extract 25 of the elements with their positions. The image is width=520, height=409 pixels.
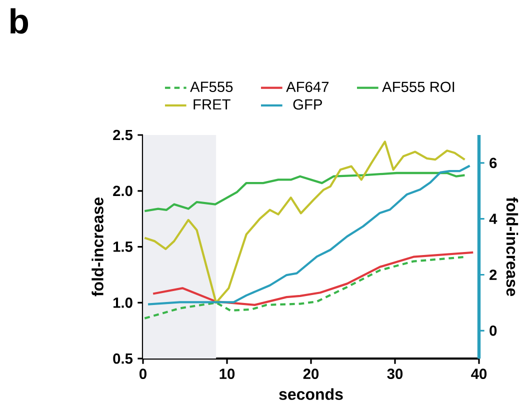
y-tick-label: 1.5 — [113, 242, 133, 252]
y-tick-label: 1.0 — [113, 298, 132, 308]
legend-label: AF555 ROI — [382, 82, 454, 92]
y2-tick-label: 0 — [490, 325, 497, 336]
legend-label: AF647 — [286, 82, 329, 92]
x-tick-label: 10 — [220, 368, 235, 380]
y-tick-label: 2.5 — [113, 130, 133, 140]
y-tick-label: 0.5 — [113, 353, 133, 364]
legend-label: AF555 — [190, 82, 233, 92]
y2-tick-label: 4 — [489, 214, 498, 224]
legend-label: FRET — [194, 99, 230, 110]
line-series — [152, 251, 474, 306]
x-tick-label: 30 — [387, 368, 403, 380]
x-axis-title: seconds — [279, 388, 343, 400]
chart-title: b — [10, 8, 28, 34]
y-tick-label: 2.0 — [113, 186, 132, 196]
y2-tick-label: 2 — [490, 270, 497, 280]
y-axis-title: fold-increase — [92, 198, 104, 296]
line-series — [144, 140, 466, 304]
legend-label: GFP — [293, 99, 322, 110]
x-tick-label: 40 — [471, 368, 487, 380]
x-tick-label: 20 — [303, 368, 319, 380]
y2-axis-title: fold-increase — [506, 197, 518, 296]
y2-tick-label: 6 — [490, 158, 497, 168]
x-tick-label: 0 — [140, 368, 146, 380]
